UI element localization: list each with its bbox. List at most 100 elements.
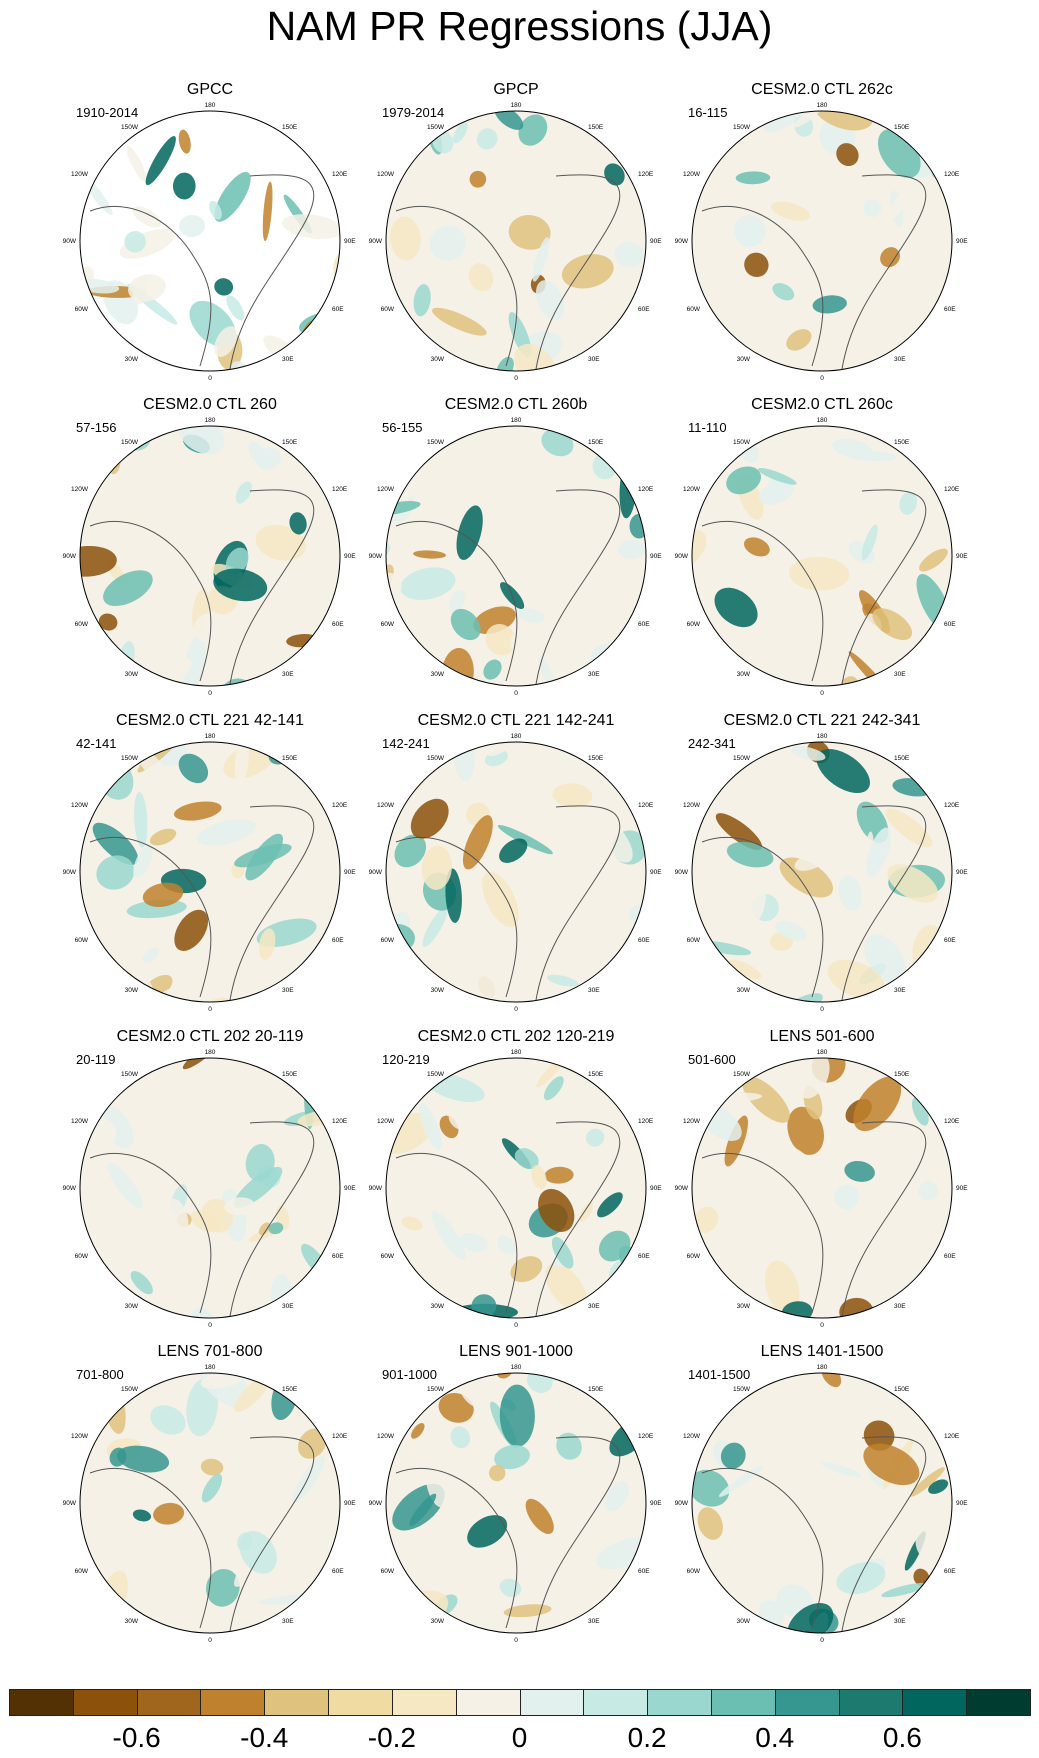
anomaly-patch: [277, 1420, 308, 1443]
map-panel: CESM2.0 CTL 260b 56-155 180 150W 150E 120W 120…: [366, 395, 666, 697]
anomaly-patch: [944, 1383, 952, 1411]
anomaly-patch: [882, 507, 907, 557]
anomaly-patch: [432, 307, 487, 336]
anomaly-patch: [258, 1222, 271, 1236]
map-boundary-circle: [79, 1057, 341, 1319]
anomaly-patch: [556, 1432, 582, 1460]
anomaly-patch: [482, 871, 519, 928]
anomaly-patch: [730, 867, 766, 928]
map-background: [692, 111, 952, 371]
map-panel: LENS 701-800 701-800 180 150W 150E 120W 120E 90…: [60, 1342, 360, 1644]
anomaly-patch: [235, 481, 252, 504]
longitude-label: 120W: [71, 802, 89, 809]
anomaly-patch: [128, 274, 166, 302]
longitude-label: 60W: [75, 1253, 89, 1260]
anomaly-patch: [535, 280, 565, 321]
panel-title: CESM2.0 CTL 260c: [751, 396, 893, 413]
longitude-label: 150W: [427, 755, 445, 762]
longitude-label: 120E: [944, 1433, 960, 1440]
anomaly-patch: [126, 146, 147, 183]
longitude-label: 120E: [638, 171, 654, 178]
anomaly-patch: [462, 815, 493, 870]
coastline: [701, 805, 927, 1001]
longitude-label: 150E: [894, 124, 910, 131]
anomaly-patch: [92, 822, 139, 865]
map-panel: GPCC 1910-2014 180 150W 150E 120W 120E 90W 90E 60…: [60, 80, 360, 382]
longitude-label: 30W: [737, 356, 751, 363]
longitude-label: 30E: [282, 1618, 294, 1625]
longitude-label: 150W: [427, 124, 445, 131]
anomaly-patch: [859, 1332, 901, 1362]
anomaly-patch: [836, 143, 859, 167]
anomaly-patch: [178, 129, 191, 154]
longitude-label: 150W: [121, 1386, 139, 1393]
longitude-label: 90W: [675, 869, 689, 876]
longitude-label: 30E: [588, 356, 600, 363]
longitude-label: 60W: [687, 306, 701, 313]
longitude-label: 30E: [588, 671, 600, 678]
anomaly-patch: [469, 170, 487, 188]
map-panel: CESM2.0 CTL 260 57-156 180 150W 150E 120W 120E…: [60, 395, 360, 697]
panel-years: 11-110: [688, 420, 727, 435]
longitude-label: 0: [820, 1637, 824, 1644]
longitude-label: 150W: [427, 1071, 445, 1078]
longitude-label: 90E: [344, 238, 356, 245]
map-background: [692, 426, 952, 686]
colorbar-segment: [72, 1689, 138, 1716]
anomaly-patch: [255, 524, 306, 561]
longitude-label: 30W: [737, 1303, 751, 1310]
anomaly-patch: [767, 477, 782, 492]
anomaly-patch: [80, 545, 117, 577]
anomaly-patch: [450, 1426, 471, 1449]
colorbar-tick-label: -0.2: [367, 1722, 416, 1753]
longitude-label: 150W: [733, 1071, 751, 1078]
longitude-label: 150W: [121, 124, 139, 131]
anomaly-patch: [757, 467, 797, 485]
anomaly-patch: [153, 1502, 185, 1525]
map-background: [80, 1058, 340, 1318]
longitude-label: 0: [514, 1322, 518, 1329]
coastline: [395, 174, 621, 370]
anomaly-patch: [538, 657, 555, 686]
longitude-label: 30W: [431, 1303, 445, 1310]
anomaly-patch: [413, 550, 446, 559]
longitude-label: 90E: [956, 238, 968, 245]
anomaly-patch: [544, 1166, 574, 1184]
longitude-label: 60W: [687, 621, 701, 628]
anomaly-patch: [604, 1481, 629, 1512]
colorbar-segment: [264, 1689, 330, 1716]
longitude-label: 30W: [125, 987, 139, 994]
map-boundary-circle: [385, 110, 647, 372]
longitude-label: 30W: [737, 987, 751, 994]
anomaly-patch: [714, 587, 758, 628]
anomaly-patch: [514, 343, 556, 371]
polar-map: 180 150W 150E 120W 120E 90W 90E 60W 60E 30W 30E 0: [675, 417, 969, 697]
longitude-label: 0: [208, 1322, 212, 1329]
anomaly-patch: [590, 814, 633, 863]
anomaly-patch: [233, 1166, 283, 1208]
anomaly-patch: [928, 1155, 948, 1180]
anomaly-patch: [754, 1194, 788, 1229]
anomaly-patch: [132, 1509, 152, 1522]
anomaly-patch: [905, 796, 933, 816]
anomaly-patch: [258, 928, 276, 960]
anomaly-patch: [853, 1076, 902, 1132]
anomaly-patch: [632, 178, 646, 190]
anomaly-patch: [411, 1423, 425, 1439]
anomaly-patch: [791, 746, 826, 761]
longitude-label: 180: [205, 733, 216, 740]
panel-years: 1979-2014: [382, 105, 445, 120]
anomaly-patch: [487, 742, 517, 757]
map-boundary-circle: [79, 741, 341, 1003]
longitude-label: 90W: [63, 869, 77, 876]
anomaly-patch: [518, 608, 545, 624]
anomaly-patch: [576, 1373, 595, 1384]
polar-map: 180 150W 150E 120W 120E 90W 90E 60W 60E 30W 30E 0: [63, 102, 357, 382]
longitude-label: 90E: [650, 1185, 662, 1192]
longitude-label: 30E: [894, 987, 906, 994]
coastline: [89, 1121, 315, 1317]
anomaly-patch: [838, 875, 863, 911]
longitude-label: 120W: [683, 802, 701, 809]
colorbar-segment: [136, 1689, 202, 1716]
colorbar-tick-label: 0.4: [755, 1722, 795, 1753]
